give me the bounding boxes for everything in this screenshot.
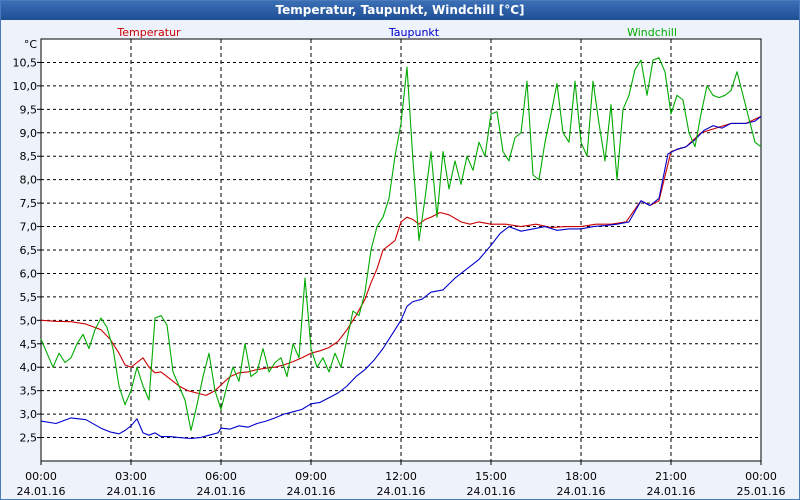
x-tick-date: 25.01.16 (737, 485, 786, 498)
x-tick-date: 24.01.16 (647, 485, 696, 498)
y-tick-label: 3,5 (20, 385, 38, 398)
x-tick-time: 06:00 (205, 470, 237, 483)
legend: Temperatur Taupunkt Windchill (116, 26, 677, 39)
y-tick-label: 8,5 (20, 150, 38, 163)
x-tick-time: 00:00 (25, 470, 57, 483)
x-tick-time: 09:00 (295, 470, 327, 483)
legend-entry-temperatur: Temperatur (116, 26, 181, 39)
y-tick-label: 4,0 (20, 361, 38, 374)
chart-title: Temperatur, Taupunkt, Windchill [°C] (1, 1, 799, 20)
series-line-windchill (40, 57, 762, 432)
x-tick-date: 24.01.16 (557, 485, 606, 498)
y-tick-label: 7,0 (20, 221, 38, 234)
series-line-temperatur (40, 115, 762, 396)
y-tick-label: 7,5 (20, 197, 38, 210)
y-tick-label: 2,5 (20, 432, 38, 445)
x-tick-time: 03:00 (115, 470, 147, 483)
legend-entry-windchill: Windchill (627, 26, 677, 39)
y-tick-label: 4,5 (20, 338, 38, 351)
y-tick-label: 9,0 (20, 127, 38, 140)
y-tick-label: 3,0 (20, 408, 38, 421)
x-axis: 00:00 24.01.16 03:00 24.01.16 06:00 24.01.16 0… (17, 461, 786, 498)
series-line-taupunkt (40, 115, 762, 440)
y-axis: 2,5 3,0 3,5 4,0 4,5 5,0 5,5 6,0 6,5 7,0 7,5 8,0 8,5 9… (13, 38, 41, 445)
x-tick-time: 18:00 (565, 470, 597, 483)
series-lines (40, 57, 762, 440)
y-tick-label: 9,5 (20, 103, 38, 116)
x-tick-date: 24.01.16 (377, 485, 426, 498)
y-tick-label: 5,0 (20, 314, 38, 327)
y-tick-label: 5,5 (20, 291, 38, 304)
x-tick-time: 21:00 (655, 470, 687, 483)
x-tick-date: 24.01.16 (107, 485, 156, 498)
x-tick-time: 00:00 (745, 470, 777, 483)
x-tick-date: 24.01.16 (17, 485, 66, 498)
x-tick-date: 24.01.16 (197, 485, 246, 498)
x-tick-date: 24.01.16 (467, 485, 516, 498)
y-tick-label: 6,5 (20, 244, 38, 257)
y-tick-label: 10,5 (13, 56, 38, 69)
x-tick-time: 15:00 (475, 470, 507, 483)
legend-entry-taupunkt: Taupunkt (388, 26, 440, 39)
y-axis-unit: °C (24, 38, 38, 51)
x-tick-time: 12:00 (385, 470, 417, 483)
y-tick-label: 8,0 (20, 174, 38, 187)
y-tick-label: 6,0 (20, 267, 38, 280)
x-tick-date: 24.01.16 (287, 485, 336, 498)
y-tick-label: 10,0 (13, 80, 38, 93)
